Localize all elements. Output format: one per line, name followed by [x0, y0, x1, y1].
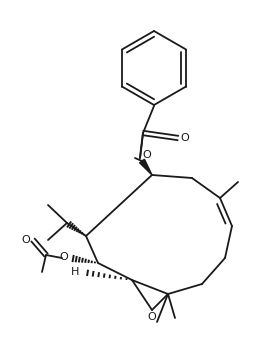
- Text: O: O: [60, 252, 68, 262]
- Text: H: H: [71, 267, 79, 277]
- Text: O: O: [181, 133, 189, 143]
- Text: O: O: [22, 235, 30, 245]
- Text: O: O: [143, 150, 151, 160]
- Polygon shape: [140, 159, 152, 175]
- Text: O: O: [148, 312, 156, 322]
